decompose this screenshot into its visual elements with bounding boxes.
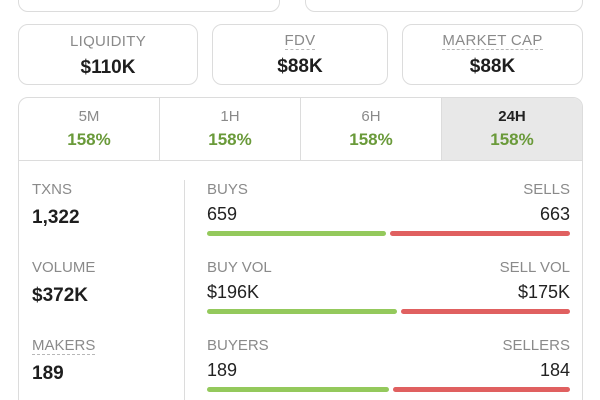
buy-vol-value: $196K — [207, 282, 260, 302]
tab-change: 158% — [208, 130, 252, 149]
buyers-sellers-split: BUYERS SELLERS 189 184 — [207, 337, 570, 392]
sells-bar — [389, 231, 570, 236]
tab-change: 158% — [67, 130, 111, 149]
buy-sell-volume-bar — [207, 309, 570, 314]
buyers-bar — [207, 387, 390, 392]
liquidity-value: $110K — [80, 57, 136, 78]
tab-change: 158% — [490, 130, 534, 149]
buyers-value: 189 — [207, 360, 238, 380]
tab-label: 6H — [361, 108, 381, 125]
sellers-value: 184 — [539, 360, 570, 380]
buy-vol-label: BUY VOL — [207, 259, 272, 276]
txns-metric: TXNS 1,322 — [32, 181, 80, 229]
buys-bar — [207, 231, 386, 236]
tab-label: 5M — [78, 108, 100, 125]
txns-value: 1,322 — [32, 207, 80, 228]
buys-label: BUYS — [207, 181, 248, 198]
trading-stats-panel: 5M 158% 1H 158% 6H 158% 24H 158% TXNS 1,… — [18, 97, 583, 400]
fdv-card[interactable]: FDV $88K — [212, 24, 388, 85]
fdv-label[interactable]: FDV — [284, 32, 316, 50]
buys-sells-bar — [207, 231, 570, 236]
market-cap-value: $88K — [469, 56, 516, 77]
market-cap-card[interactable]: MARKET CAP $88K — [402, 24, 583, 85]
makers-label[interactable]: MAKERS — [32, 337, 96, 355]
market-cap-label[interactable]: MARKET CAP — [442, 32, 543, 50]
buyers-label: BUYERS — [207, 337, 269, 354]
buy-vol-bar — [207, 309, 397, 314]
price-usd-card — [18, 0, 280, 12]
liquidity-label: LIQUIDITY — [69, 33, 147, 50]
makers-value: 189 — [32, 363, 64, 384]
price-native-card — [305, 0, 583, 12]
timeframe-tabs: 5M 158% 1H 158% 6H 158% 24H 158% — [19, 98, 582, 161]
sells-value: 663 — [539, 204, 570, 224]
buy-sell-volume-split: BUY VOL SELL VOL $196K $175K — [207, 259, 570, 314]
liquidity-card: LIQUIDITY $110K — [18, 24, 198, 85]
fdv-value: $88K — [277, 56, 323, 77]
volume-value: $372K — [32, 285, 88, 306]
makers-metric[interactable]: MAKERS 189 — [32, 337, 96, 385]
tab-label: 24H — [498, 108, 526, 125]
sell-vol-label: SELL VOL — [499, 259, 570, 276]
column-divider — [184, 180, 185, 400]
volume-metric: VOLUME $372K — [32, 259, 95, 307]
volume-label: VOLUME — [32, 259, 96, 276]
tab-5m[interactable]: 5M 158% — [19, 98, 160, 160]
sellers-label: SELLERS — [502, 337, 570, 354]
buys-value: 659 — [207, 204, 238, 224]
tab-1h[interactable]: 1H 158% — [160, 98, 301, 160]
tab-24h[interactable]: 24H 158% — [442, 98, 582, 160]
sell-vol-value: $175K — [517, 282, 570, 302]
sells-label: SELLS — [523, 181, 570, 198]
tab-label: 1H — [220, 108, 240, 125]
tab-change: 158% — [349, 130, 393, 149]
txns-label: TXNS — [32, 181, 73, 198]
buys-sells-split: BUYS SELLS 659 663 — [207, 181, 570, 236]
tab-6h[interactable]: 6H 158% — [301, 98, 442, 160]
sellers-bar — [393, 387, 570, 392]
sell-vol-bar — [400, 309, 570, 314]
buyers-sellers-bar — [207, 387, 570, 392]
